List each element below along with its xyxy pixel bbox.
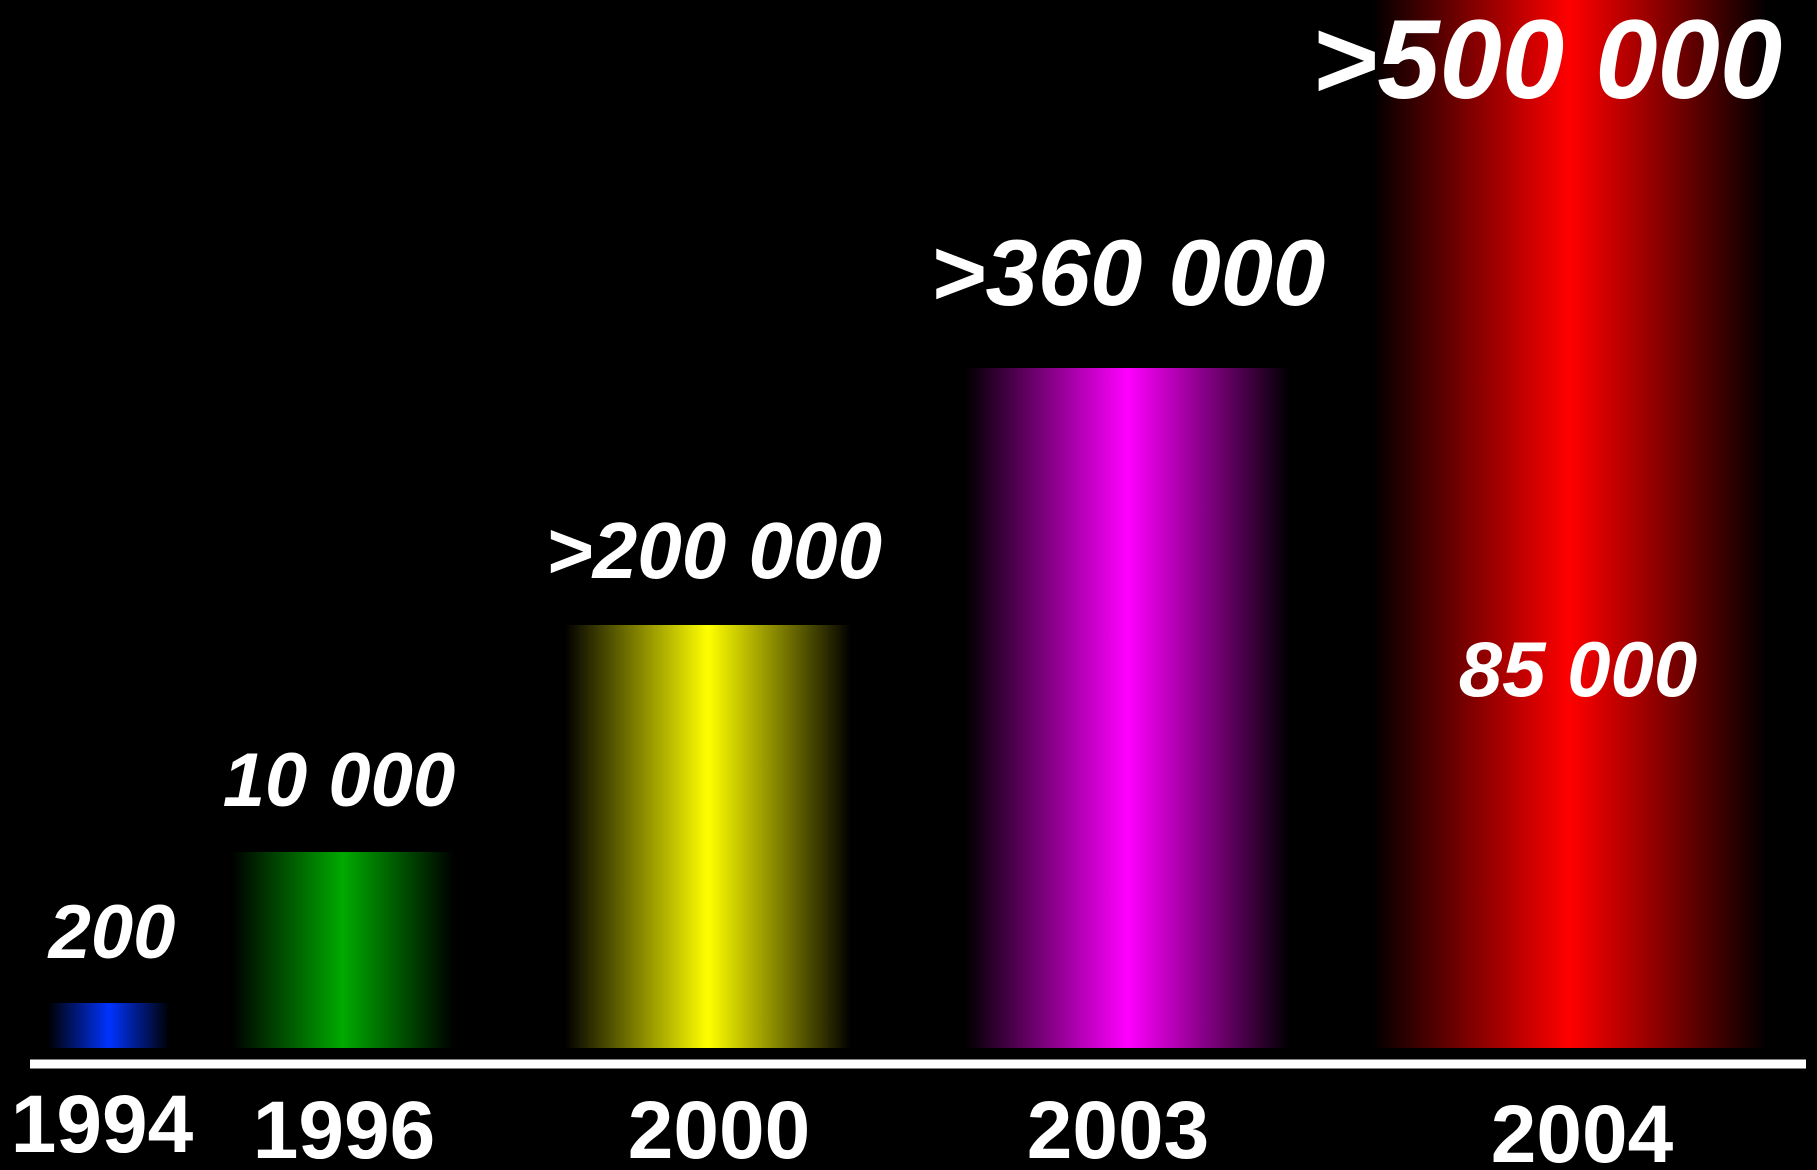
bar-2004 — [1372, 0, 1767, 1048]
value-label-2000: >200 000 — [546, 506, 882, 595]
inner-label-2004: 85 000 — [1459, 625, 1698, 713]
labels: 200 1994 10 000 1996 >200 000 2000 >360 000 200… — [11, 0, 1782, 1170]
bar-1996 — [232, 852, 454, 1048]
category-label-1996: 1996 — [253, 1085, 435, 1170]
category-label-2004: 2004 — [1491, 1089, 1674, 1170]
value-label-1994: 200 — [47, 890, 176, 975]
category-label-2000: 2000 — [628, 1085, 810, 1170]
category-label-1994: 1994 — [11, 1079, 194, 1170]
bar-1994 — [48, 1003, 170, 1048]
value-label-1996: 10 000 — [223, 738, 455, 823]
category-label-2003: 2003 — [1027, 1085, 1209, 1170]
value-label-2004: >500 000 — [1312, 0, 1782, 122]
bars — [48, 0, 1767, 1048]
bar-2003 — [965, 368, 1290, 1048]
value-label-2003: >360 000 — [931, 220, 1326, 325]
bar-2000 — [565, 625, 851, 1048]
